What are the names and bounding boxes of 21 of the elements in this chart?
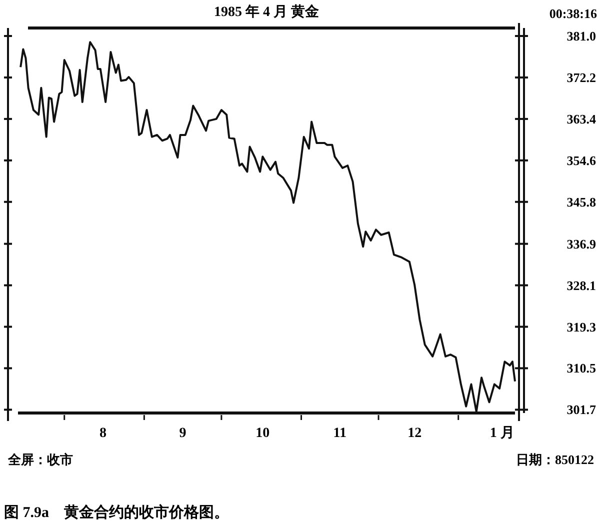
y-tick-label: 363.4: [566, 111, 596, 126]
x-tick-label: 11: [333, 426, 347, 441]
x-tick-label: 10: [256, 426, 270, 441]
x-tick-label: 1 月: [490, 426, 514, 441]
x-tick-label: 9: [179, 426, 186, 441]
text: 00:38:16: [549, 6, 598, 21]
x-tick-label: 12: [408, 426, 422, 441]
text: 日期：850122: [516, 452, 594, 467]
y-tick-label: 354.6: [566, 152, 596, 168]
chart-title: 1985 年 4 月 黄金: [214, 4, 320, 20]
y-tick-label: 345.8: [566, 194, 596, 210]
y-tick-label: 301.7: [566, 402, 596, 418]
y-tick-label: 319.3: [566, 319, 596, 334]
y-tick-label: 328.1: [566, 278, 596, 293]
y-tick-label: 310.5: [566, 360, 596, 376]
y-tick-label: 381.0: [566, 28, 596, 44]
text: 全屏：收市: [7, 452, 73, 467]
x-tick-label: 8: [99, 426, 106, 441]
y-tick-label: 336.9: [566, 236, 596, 252]
caption: 图 7.9a 黄金合约的收市价格图。: [4, 503, 229, 521]
y-tick-label: 372.2: [566, 70, 596, 85]
